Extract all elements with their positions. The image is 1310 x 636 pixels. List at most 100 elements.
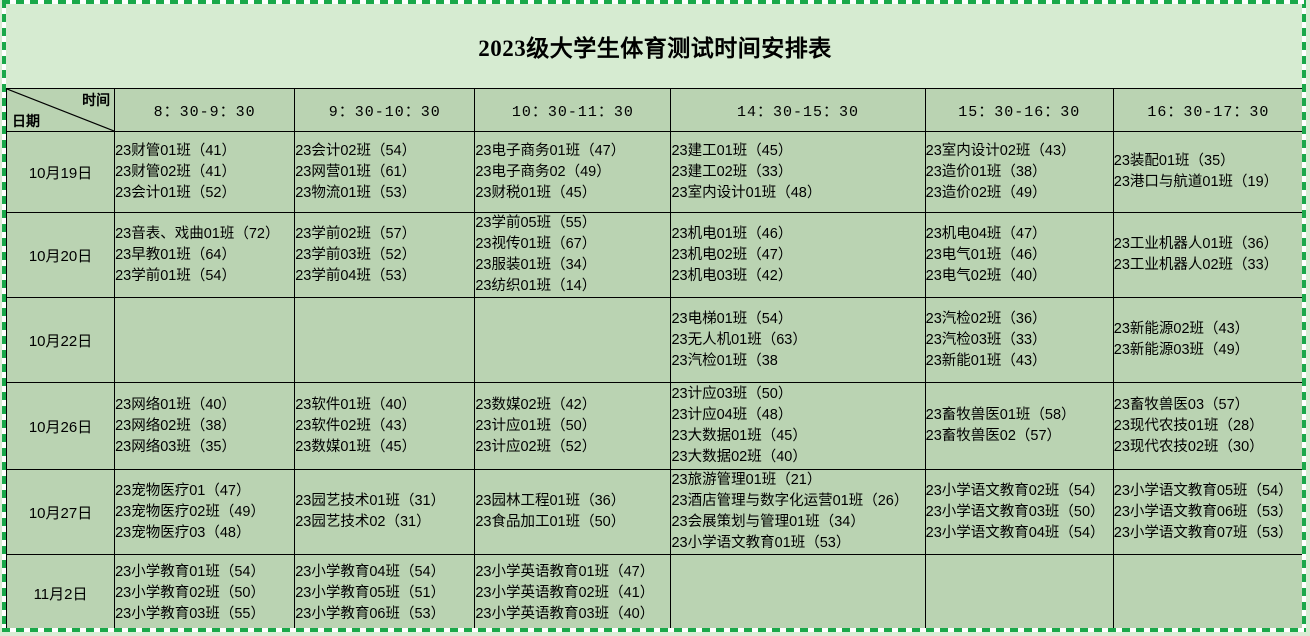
- date-cell[interactable]: 10月20日: [5, 212, 116, 298]
- class-entry: 23小学教育05班（51）: [295, 584, 446, 601]
- class-entry: 23旅游管理01班（21）: [671, 472, 822, 488]
- schedule-cell[interactable]: 23电梯01班（54） 23无人机01班（63） 23汽检01班（38: [670, 297, 926, 383]
- column-header-slot-5: 15：30-16：30: [924, 88, 1114, 132]
- class-entry: 23机电04班（47）: [925, 225, 1047, 242]
- class-entry: 23宠物医疗03（48）: [115, 524, 251, 541]
- schedule-cell[interactable]: 23小学语文教育02班（54） 23小学语文教育03班（50） 23小学语文教育04…: [924, 469, 1114, 555]
- corner-time-label: 时间: [82, 92, 111, 108]
- class-entry: 23学前01班（54）: [115, 267, 236, 284]
- class-entry: 23新能源03班（49）: [1113, 342, 1250, 358]
- class-entry: 23机电01班（46）: [671, 225, 793, 242]
- schedule-cell[interactable]: 23计应03班（50） 23计应04班（48） 23大数据01班（45） 23大数据0…: [670, 382, 926, 470]
- schedule-cell[interactable]: 23畜牧兽医01班（58） 23畜牧兽医02（57）: [924, 382, 1114, 470]
- schedule-cell[interactable]: 23建工01班（45） 23建工02班（33） 23室内设计01班（48）: [670, 131, 926, 213]
- schedule-cell[interactable]: 23小学教育01班（54） 23小学教育02班（50） 23小学教育03班（55）: [114, 554, 296, 632]
- schedule-cell[interactable]: 23新能源02班（43） 23新能源03班（49）: [1112, 297, 1305, 383]
- class-entry: 23新能01班（43）: [925, 352, 1047, 369]
- class-entry: 23小学教育02班（50）: [115, 584, 265, 601]
- schedule-cell[interactable]: 23财管01班（41） 23财管02班（41） 23会计01班（52）: [114, 131, 296, 213]
- schedule-cell[interactable]: [924, 554, 1114, 632]
- table-row: 10月22日 23电梯01班（54） 23无人机01班（63） 23汽检01班（38 2…: [5, 297, 1305, 383]
- class-entry: 23小学语文教育04班（54）: [925, 524, 1105, 541]
- class-entry: 23室内设计01班（48）: [671, 184, 822, 201]
- page-title: 2023级大学生体育测试时间安排表: [478, 36, 832, 61]
- class-entry: 23财管02班（41）: [115, 163, 236, 180]
- schedule-cell[interactable]: 23学前02班（57） 23学前03班（52） 23学前04班（53）: [294, 212, 476, 298]
- class-entry: 23畜牧兽医03（57）: [1113, 396, 1250, 413]
- class-entry: 23学前04班（53）: [295, 267, 417, 284]
- schedule-table: 时间 日期 8：30-9：30 9：30-10：30 10：30-11：30 1…: [5, 88, 1305, 632]
- class-entry: 23软件02班（43）: [295, 417, 417, 434]
- class-entry: 23网络02班（38）: [115, 417, 236, 434]
- date-cell[interactable]: 10月26日: [5, 382, 116, 470]
- schedule-cell[interactable]: 23畜牧兽医03（57） 23现代农技01班（28） 23现代农技02班（30）: [1112, 382, 1305, 470]
- schedule-cell[interactable]: 23学前05班（55） 23视传01班（67） 23服装01班（34） 23纺织01班…: [474, 212, 672, 298]
- class-entry: 23小学语文教育01班（53）: [671, 535, 851, 551]
- class-entry: 23小学语文教育03班（50）: [925, 503, 1105, 520]
- title-band: 2023级大学生体育测试时间安排表: [6, 4, 1304, 88]
- schedule-cell[interactable]: 23室内设计02班（43） 23造价01班（38） 23造价02班（49）: [924, 131, 1114, 213]
- class-entry: 23数媒02班（42）: [475, 396, 597, 413]
- schedule-cell[interactable]: [294, 297, 476, 383]
- table-row: 10月27日 23宠物医疗01（47） 23宠物医疗02班（49） 23宠物医疗03（…: [5, 469, 1305, 555]
- class-entry: 23食品加工01班（50）: [475, 514, 626, 530]
- schedule-cell[interactable]: 23小学教育04班（54） 23小学教育05班（51） 23小学教育06班（53）: [294, 554, 476, 632]
- class-entry: 23电气01班（46）: [925, 246, 1047, 263]
- date-cell[interactable]: 10月19日: [5, 131, 116, 213]
- class-entry: 23会计02班（54）: [295, 142, 417, 159]
- class-entry: 23无人机01班（63）: [671, 331, 807, 348]
- column-header-slot-3: 10：30-11：30: [474, 88, 672, 132]
- class-entry: 23财税01班（45）: [475, 184, 597, 201]
- schedule-cell[interactable]: [474, 297, 672, 383]
- class-entry: 23港口与航道01班（19）: [1113, 174, 1279, 190]
- class-entry: 23现代农技02班（30）: [1113, 438, 1264, 455]
- schedule-cell[interactable]: 23软件01班（40） 23软件02班（43） 23数媒01班（45）: [294, 382, 476, 470]
- schedule-cell[interactable]: 23会计02班（54） 23网营01班（61） 23物流01班（53）: [294, 131, 476, 213]
- class-entry: 23畜牧兽医01班（58）: [925, 407, 1076, 423]
- class-entry: 23建工01班（45）: [671, 142, 793, 159]
- schedule-cell[interactable]: 23园林工程01班（36） 23食品加工01班（50）: [474, 469, 672, 555]
- class-entry: 23大数据01班（45）: [671, 428, 807, 444]
- date-cell[interactable]: 11月2日: [5, 554, 116, 632]
- class-entry: 23物流01班（53）: [295, 184, 417, 201]
- schedule-cell[interactable]: 23旅游管理01班（21） 23酒店管理与数字化运营01班（26） 23会展策划与管…: [670, 469, 926, 555]
- class-entry: 23汽检01班（38: [671, 352, 778, 369]
- class-entry: 23造价02班（49）: [925, 184, 1047, 201]
- schedule-cell[interactable]: 23机电01班（46） 23机电02班（47） 23机电03班（42）: [670, 212, 926, 298]
- class-entry: 23室内设计02班（43）: [925, 142, 1076, 159]
- class-entry: 23计应02班（52）: [475, 438, 597, 455]
- class-entry: 23造价01班（38）: [925, 163, 1047, 180]
- date-cell[interactable]: 10月27日: [5, 469, 116, 555]
- class-entry: 23会展策划与管理01班（34）: [671, 514, 865, 530]
- class-entry: 23工业机器人01班（36）: [1113, 236, 1279, 252]
- schedule-cell[interactable]: [114, 297, 296, 383]
- schedule-cell[interactable]: 23汽检02班（36） 23汽检03班（33） 23新能01班（43）: [924, 297, 1114, 383]
- schedule-cell[interactable]: 23网络01班（40） 23网络02班（38） 23网络03班（35）: [114, 382, 296, 470]
- class-entry: 23软件01班（40）: [295, 396, 417, 413]
- class-entry: 23小学教育01班（54）: [115, 563, 265, 580]
- schedule-cell[interactable]: [670, 554, 926, 632]
- schedule-cell[interactable]: 23小学语文教育05班（54） 23小学语文教育06班（53） 23小学语文教育07…: [1112, 469, 1305, 555]
- schedule-cell[interactable]: 23机电04班（47） 23电气01班（46） 23电气02班（40）: [924, 212, 1114, 298]
- class-entry: 23小学教育03班（55）: [115, 605, 265, 622]
- class-entry: 23小学英语教育01班（47）: [475, 563, 655, 580]
- schedule-cell[interactable]: 23电子商务01班（47） 23电子商务02（49） 23财税01班（45）: [474, 131, 672, 213]
- schedule-cell[interactable]: 23园艺技术01班（31） 23园艺技术02（31）: [294, 469, 476, 555]
- schedule-cell[interactable]: 23小学英语教育01班（47） 23小学英语教育02班（41） 23小学英语教育03…: [474, 554, 672, 632]
- class-entry: 23服装01班（34）: [475, 257, 597, 273]
- class-entry: 23建工02班（33）: [671, 163, 793, 180]
- schedule-cell[interactable]: 23数媒02班（42） 23计应01班（50） 23计应02班（52）: [474, 382, 672, 470]
- class-entry: 23视传01班（67）: [475, 236, 597, 252]
- schedule-cell[interactable]: 23装配01班（35） 23港口与航道01班（19）: [1112, 131, 1305, 213]
- schedule-cell[interactable]: [1112, 554, 1305, 632]
- schedule-cell[interactable]: 23音表、戏曲01班（72） 23早教01班（64） 23学前01班（54）: [114, 212, 296, 298]
- class-entry: 23装配01班（35）: [1113, 153, 1235, 169]
- class-entry: 23小学语文教育06班（53）: [1113, 503, 1293, 520]
- date-cell[interactable]: 10月22日: [5, 297, 116, 383]
- schedule-cell[interactable]: 23宠物医疗01（47） 23宠物医疗02班（49） 23宠物医疗03（48）: [114, 469, 296, 555]
- corner-date-label: 日期: [12, 113, 40, 129]
- class-entry: 23机电02班（47）: [671, 246, 793, 263]
- schedule-cell[interactable]: 23工业机器人01班（36） 23工业机器人02班（33）: [1112, 212, 1305, 298]
- class-entry: 23大数据02班（40）: [671, 449, 807, 465]
- class-entry: 23小学语文教育07班（53）: [1113, 524, 1293, 541]
